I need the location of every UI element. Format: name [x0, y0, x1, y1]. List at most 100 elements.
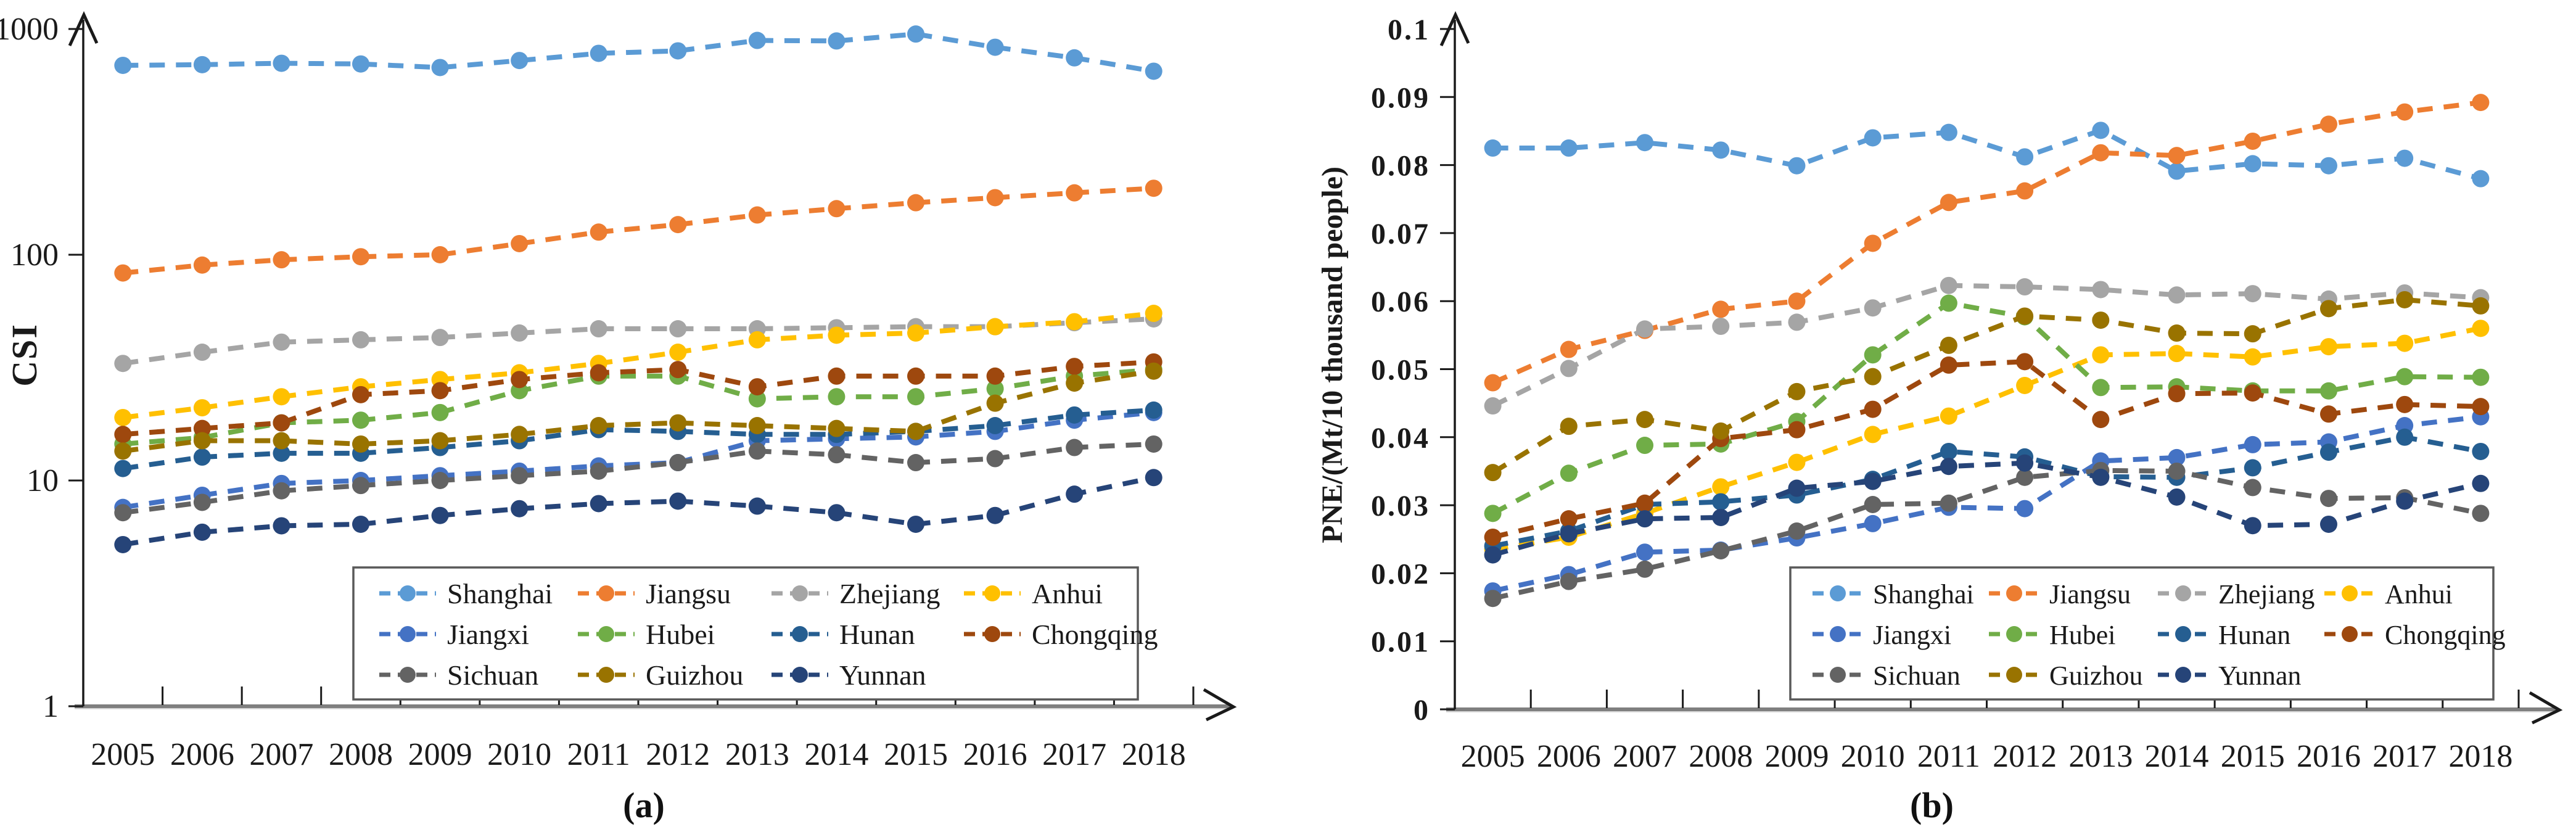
- series-line-hunan: [1492, 434, 2482, 549]
- data-point-shanghai: [511, 52, 529, 70]
- data-point-guizhou: [1940, 336, 1957, 354]
- data-point-jiangsu: [1066, 184, 1084, 202]
- data-point-zhejiang: [1712, 318, 1730, 336]
- data-point-zhejiang: [273, 333, 290, 351]
- series-line-jiangxi: [122, 410, 1154, 510]
- data-point-anhui: [1864, 426, 1882, 443]
- legend-item-label: Jiangsu: [2049, 579, 2131, 609]
- data-point-guizhou: [1636, 411, 1654, 429]
- series-line-jiangsu: [122, 186, 1154, 276]
- chart-a-svg: 1 10 100 1000 2005 2006 2007 2008 2009 2010 2011 20…: [0, 10, 1237, 772]
- data-point-guizhou: [193, 432, 211, 450]
- series-line-shanghai: [123, 31, 1154, 74]
- data-point-jiangsu: [2396, 103, 2414, 121]
- x-tick-label: 2005: [91, 737, 155, 772]
- y-tick-label: 0.08: [1371, 150, 1430, 183]
- data-point-chongqing: [2396, 395, 2414, 413]
- data-point-anhui: [2092, 346, 2110, 364]
- data-point-sichuan: [2016, 468, 2034, 486]
- data-point-yunnan: [1940, 458, 1957, 476]
- data-point-chongqing: [2244, 384, 2261, 402]
- data-point-guizhou: [907, 423, 924, 440]
- data-point-zhejiang: [2168, 286, 2186, 304]
- legend-item-label: Shanghai: [447, 578, 553, 609]
- legend-item-label: Guizhou: [2049, 661, 2143, 691]
- data-point-chongqing: [114, 426, 132, 443]
- data-point-jiangsu: [986, 189, 1004, 207]
- data-point-chongqing: [828, 367, 846, 385]
- legend-marker-dot: [2342, 626, 2358, 642]
- data-point-hunan: [986, 417, 1004, 435]
- data-point-sichuan: [431, 472, 449, 489]
- legend-item-label: Hubei: [2049, 620, 2116, 650]
- data-point-shanghai: [2016, 148, 2034, 166]
- data-point-jiangsu: [352, 248, 369, 266]
- x-tick-label: 2017: [2372, 739, 2437, 774]
- data-point-jiangxi: [2168, 448, 2186, 466]
- data-point-guizhou: [986, 394, 1004, 412]
- x-tick-label: 2005: [1461, 739, 1525, 774]
- data-point-hubei: [1940, 294, 1957, 312]
- data-point-zhejiang: [1788, 313, 1806, 331]
- data-point-sichuan: [907, 454, 924, 472]
- data-point-anhui: [1145, 305, 1162, 323]
- legend-marker-dot: [792, 667, 808, 683]
- data-point-hubei: [1636, 437, 1654, 455]
- data-point-guizhou: [2244, 325, 2261, 343]
- data-point-chongqing: [273, 414, 290, 432]
- data-point-guizhou: [590, 417, 607, 435]
- x-tick-label: 2008: [329, 737, 393, 772]
- legend-marker-dot: [2342, 585, 2358, 601]
- data-point-shanghai: [986, 38, 1004, 56]
- data-point-hubei: [2472, 368, 2490, 386]
- data-point-yunnan: [114, 535, 132, 553]
- x-tick-label: 2011: [567, 737, 630, 772]
- data-point-sichuan: [1145, 435, 1162, 453]
- legend-item-label: Guizhou: [646, 659, 743, 691]
- data-point-jiangsu: [1560, 340, 1578, 358]
- legend-item-label: Sichuan: [447, 659, 538, 691]
- data-point-yunnan: [2168, 488, 2186, 506]
- y-tick-label: 0.02: [1371, 558, 1430, 590]
- y-axis-title-b-text: PNE/(Mt/10 thousand people): [1315, 166, 1349, 543]
- data-point-chongqing: [193, 419, 211, 437]
- data-point-guizhou: [1712, 422, 1730, 440]
- data-point-yunnan: [1484, 546, 1502, 564]
- data-point-yunnan: [669, 492, 687, 510]
- data-point-jiangsu: [590, 223, 607, 241]
- data-point-anhui: [2016, 376, 2034, 394]
- data-point-jiangsu: [1484, 374, 1502, 392]
- legend-marker-dot: [2006, 585, 2022, 601]
- data-point-yunnan: [352, 515, 369, 533]
- data-point-anhui: [986, 318, 1004, 336]
- data-point-anhui: [669, 344, 687, 361]
- data-point-zhejiang: [2244, 285, 2261, 303]
- data-point-sichuan: [1636, 560, 1654, 578]
- legend-item-label: Sichuan: [1873, 661, 1961, 691]
- panel-b: 0 0.01 0.02 0.03 0.04 0.05 0.06 0.07 0.08 0.09 0.1…: [1288, 0, 2576, 837]
- data-point-chongqing: [2319, 405, 2337, 423]
- x-tick-label: 2012: [1993, 739, 2057, 774]
- x-tick-label: 2010: [487, 737, 551, 772]
- data-point-guizhou: [2016, 307, 2034, 325]
- data-point-sichuan: [2168, 462, 2186, 480]
- data-point-yunnan: [2472, 474, 2490, 492]
- data-point-hunan: [2396, 428, 2414, 446]
- y-tick-label: 0.04: [1371, 422, 1430, 455]
- data-point-zhejiang: [1636, 320, 1654, 338]
- data-point-jiangsu: [1940, 194, 1957, 212]
- legend-item-label: Chongqing: [1032, 619, 1158, 650]
- data-point-guizhou: [1560, 418, 1578, 435]
- x-tick-label: 2018: [2448, 739, 2512, 774]
- x-tick-label: 2009: [1764, 739, 1829, 774]
- data-point-shanghai: [2319, 157, 2337, 175]
- data-point-sichuan: [2319, 490, 2337, 508]
- data-point-yunnan: [986, 506, 1004, 524]
- x-tick-label: 2007: [1613, 739, 1677, 774]
- data-point-sichuan: [1788, 522, 1806, 540]
- legend-marker-dot: [1830, 626, 1846, 642]
- data-point-zhejiang: [2092, 281, 2110, 299]
- data-point-guizhou: [273, 432, 290, 450]
- x-tick-label: 2010: [1841, 739, 1905, 774]
- data-point-chongqing: [2016, 353, 2034, 371]
